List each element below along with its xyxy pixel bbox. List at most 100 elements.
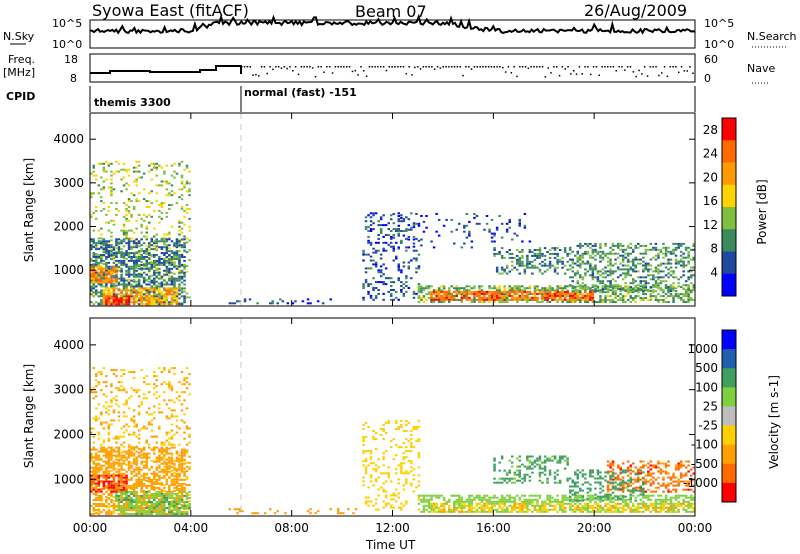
- heatmap-cell: [523, 264, 527, 267]
- heatmap-cell: [523, 270, 527, 273]
- heatmap-cell: [130, 454, 133, 457]
- heatmap-cell: [115, 263, 118, 266]
- heatmap-cell: [586, 252, 590, 255]
- heatmap-cell: [672, 287, 675, 290]
- heatmap-cell: [132, 507, 136, 509]
- heatmap-cell: [508, 256, 511, 259]
- heatmap-cell: [634, 266, 637, 269]
- heatmap-cell: [120, 462, 123, 465]
- heatmap-cell: [188, 225, 191, 228]
- heatmap-cell: [175, 279, 179, 282]
- heatmap-cell: [667, 246, 670, 249]
- heatmap-cell: [107, 413, 111, 416]
- heatmap-cell: [160, 458, 164, 461]
- heatmap-cell: [97, 281, 101, 284]
- heatmap-cell: [168, 269, 171, 272]
- heatmap-cell: [687, 286, 690, 289]
- nave-dot: [343, 66, 345, 68]
- heatmap-cell: [531, 272, 534, 275]
- heatmap-cell: [130, 509, 133, 512]
- heatmap-cell: [92, 460, 95, 463]
- heatmap-cell: [148, 480, 151, 483]
- heatmap-cell: [493, 254, 496, 257]
- nave-dots: [241, 66, 694, 78]
- nave-dot: [470, 68, 473, 70]
- heatmap-cell: [158, 407, 161, 410]
- heatmap-cell: [420, 297, 423, 299]
- heatmap-cell: [594, 248, 597, 251]
- heatmap-cell: [606, 299, 610, 301]
- freq-panel: Freq. [MHz] 18 8 60 0 Nave: [3, 53, 775, 85]
- heatmap-cell: [652, 274, 655, 277]
- heatmap-cell: [95, 256, 98, 258]
- heatmap-cell: [180, 468, 184, 471]
- heatmap-cell: [95, 273, 98, 276]
- heatmap-cell: [642, 299, 645, 301]
- heatmap-cell: [657, 287, 660, 290]
- heatmap-cell: [120, 303, 123, 306]
- nave-dot: [405, 72, 408, 75]
- heatmap-cell: [367, 241, 370, 244]
- heatmap-cell: [604, 254, 607, 257]
- heatmap-cell: [571, 301, 574, 303]
- heatmap-cell: [533, 295, 537, 298]
- heatmap-cell: [170, 458, 174, 461]
- heatmap-cell: [178, 381, 181, 384]
- heatmap-cell: [170, 283, 174, 286]
- heatmap-cell: [168, 233, 171, 236]
- heatmap-cell: [397, 234, 400, 237]
- heatmap-cell: [115, 303, 118, 306]
- heatmap-cell: [112, 271, 116, 274]
- heatmap-cell: [168, 385, 171, 388]
- heatmap-cell: [425, 293, 428, 296]
- heatmap-cell: [102, 168, 106, 171]
- heatmap-cell: [153, 297, 156, 300]
- heatmap-cell: [142, 289, 146, 292]
- heatmap-cell: [95, 178, 98, 181]
- nave-dot: [368, 66, 371, 68]
- heatmap-cell: [127, 462, 131, 465]
- heatmap-cell: [105, 456, 108, 459]
- heatmap-cell: [142, 492, 146, 495]
- heatmap-cell: [135, 296, 138, 299]
- heatmap-cell: [584, 268, 587, 271]
- heatmap-cell: [644, 286, 648, 289]
- heatmap-cell: [92, 441, 95, 444]
- heatmap-cell: [188, 190, 191, 193]
- nave-dot: [314, 76, 317, 78]
- heatmap-cell: [185, 449, 189, 452]
- heatmap-cell: [117, 459, 121, 462]
- heatmap-cell: [110, 456, 113, 459]
- heatmap-cell: [437, 289, 441, 292]
- heatmap-cell: [122, 215, 126, 218]
- heatmap-cell: [158, 277, 161, 280]
- heatmap-cell: [392, 247, 395, 250]
- heatmap-cell: [102, 242, 106, 245]
- heatmap-cell: [148, 299, 151, 302]
- heatmap-cell: [382, 249, 385, 252]
- heatmap-cell: [178, 245, 181, 248]
- heatmap-cell: [584, 286, 587, 289]
- heatmap-cell: [117, 303, 121, 306]
- heatmap-cell: [127, 209, 131, 212]
- heatmap-cell: [107, 456, 111, 459]
- heatmap-cell: [364, 253, 368, 256]
- heatmap-cell: [145, 206, 148, 208]
- heatmap-cell: [586, 244, 590, 247]
- nave-dot: [567, 66, 569, 68]
- heatmap-cell: [538, 256, 542, 259]
- heatmap-cell: [596, 280, 600, 283]
- heatmap-cell: [140, 287, 143, 290]
- heatmap-cell: [521, 262, 524, 265]
- heatmap-cell: [609, 250, 612, 253]
- heatmap-cell: [571, 292, 574, 295]
- heatmap-cell: [508, 299, 511, 301]
- heatmap-cell: [115, 494, 118, 497]
- heatmap-cell: [173, 480, 176, 483]
- heatmap-cell: [180, 289, 184, 292]
- heatmap-cell: [417, 222, 421, 225]
- heatmap-cell: [122, 299, 126, 302]
- nave-dot: [490, 66, 493, 68]
- heatmap-cell: [137, 476, 141, 479]
- nave-dot: [453, 66, 456, 68]
